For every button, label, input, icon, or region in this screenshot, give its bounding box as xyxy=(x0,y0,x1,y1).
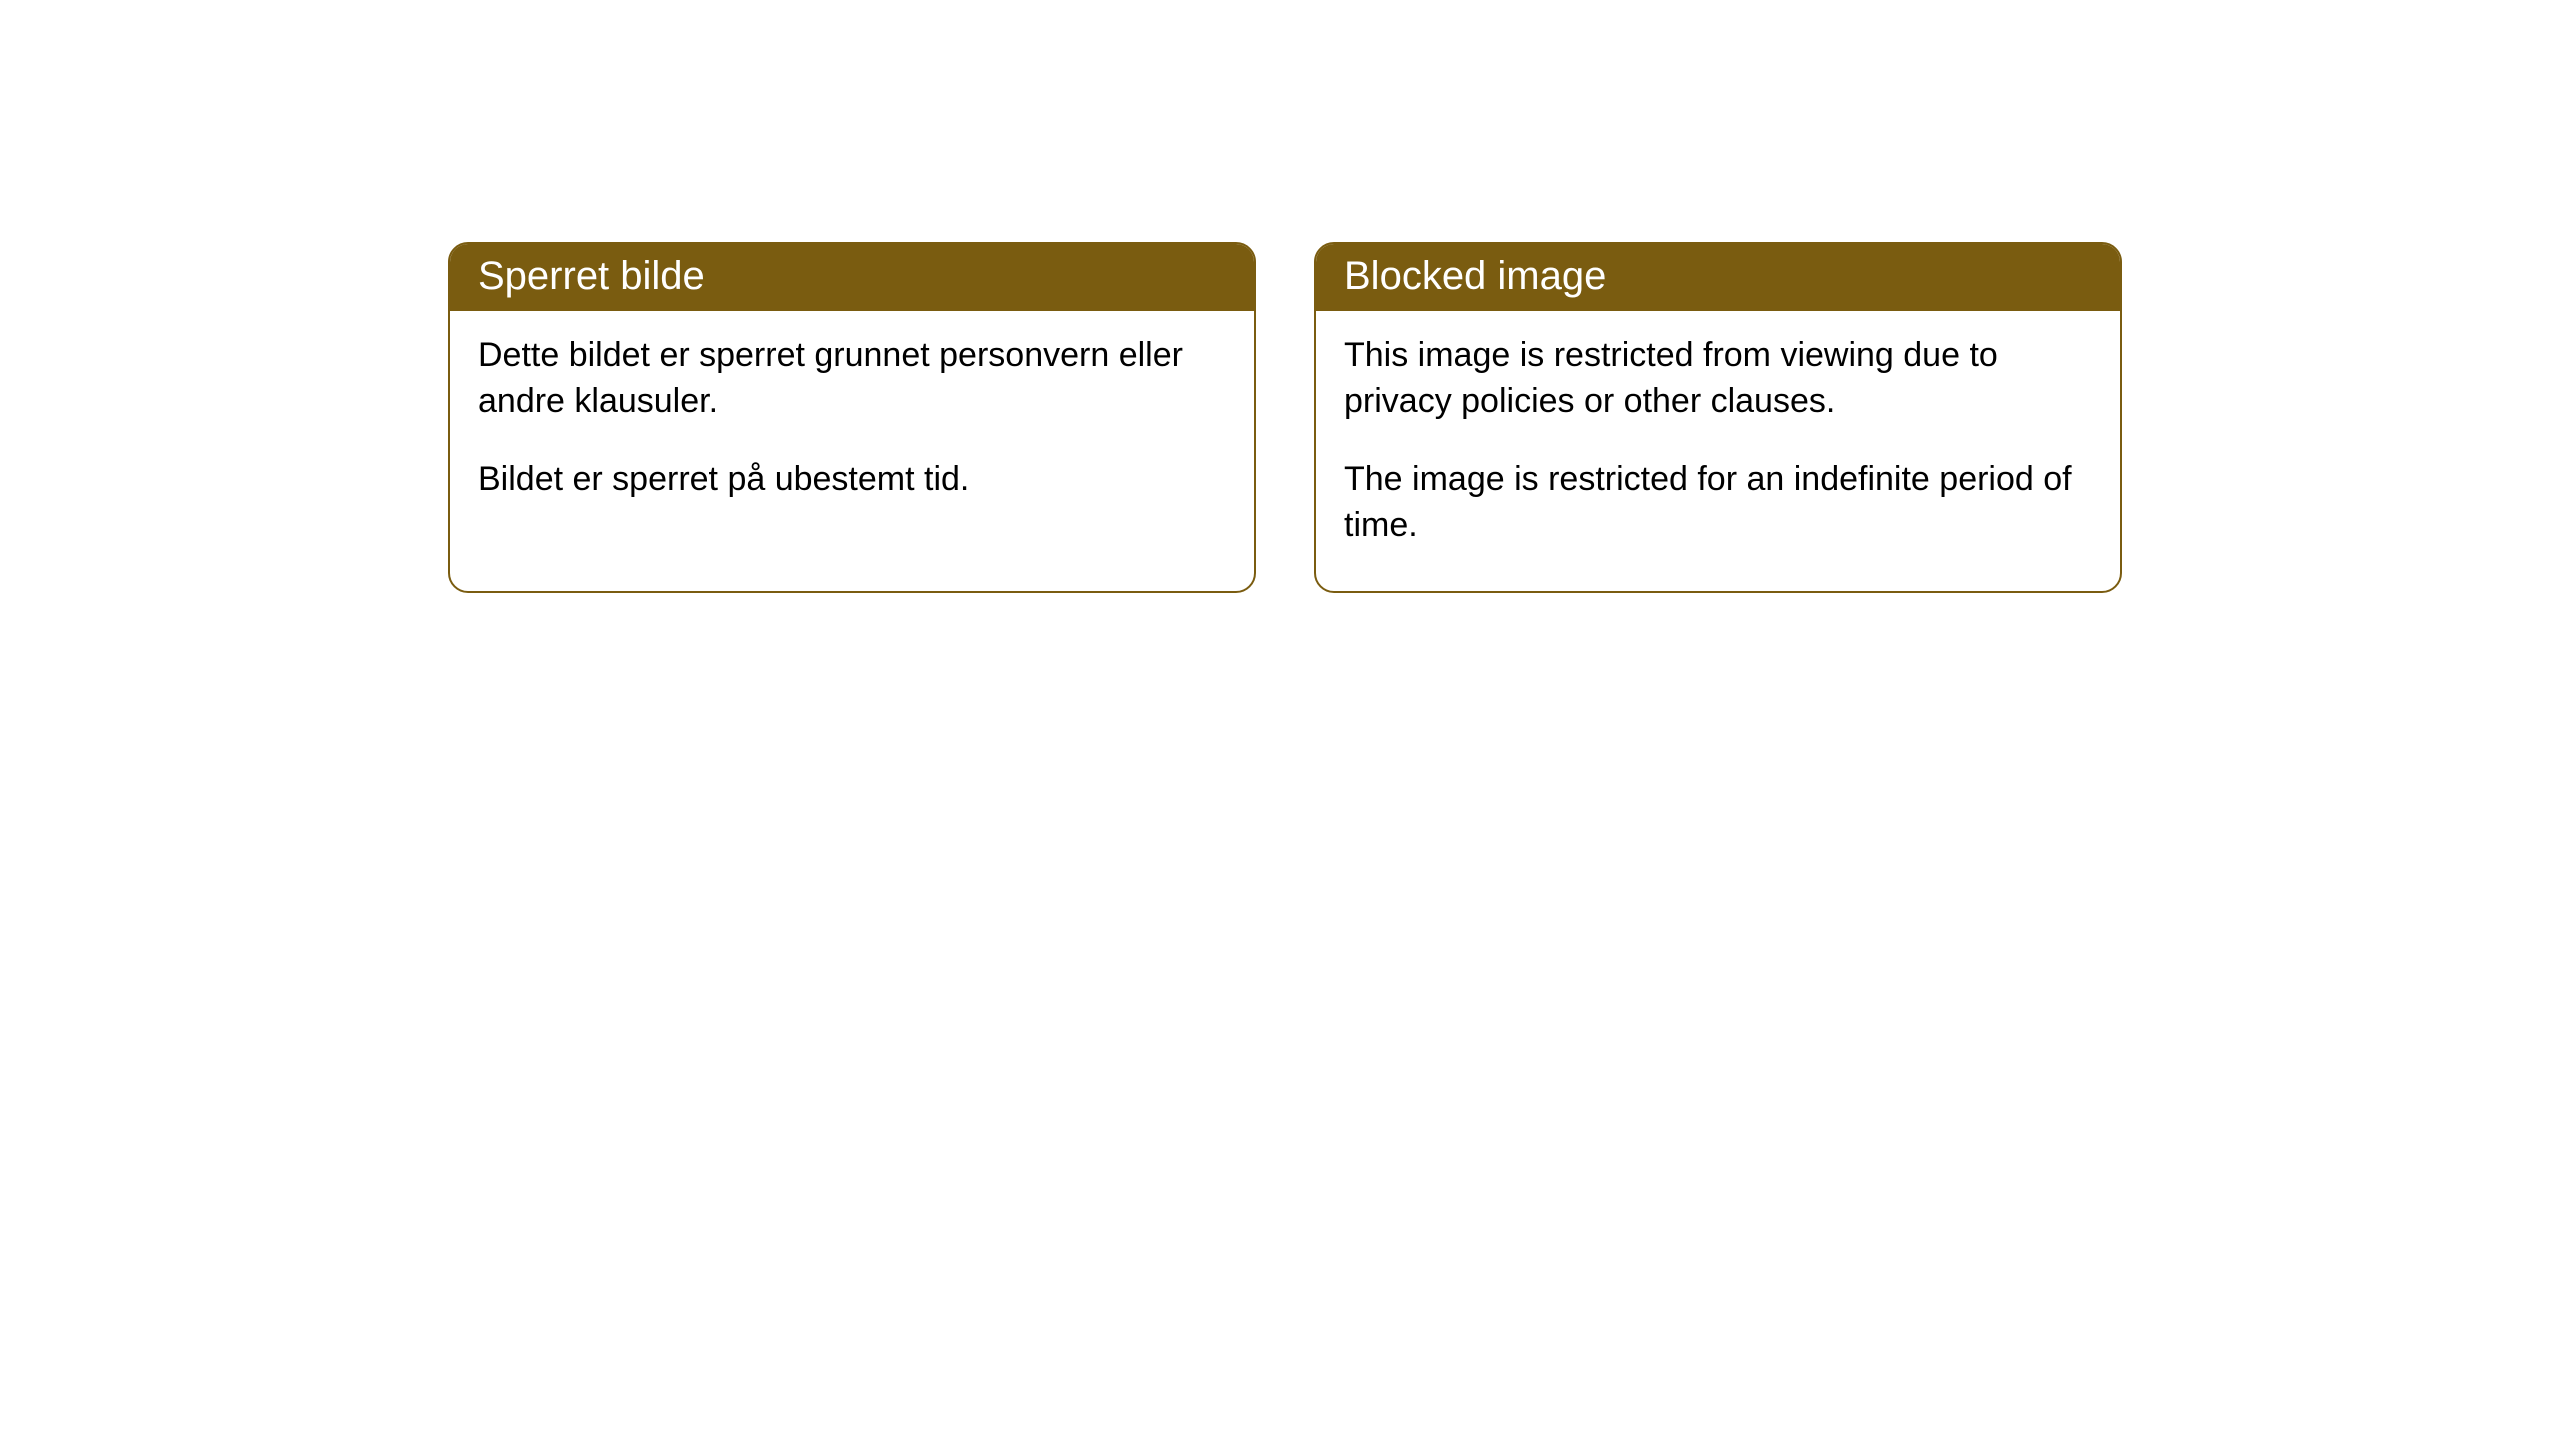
card-paragraph: This image is restricted from viewing du… xyxy=(1344,333,2092,425)
card-body: This image is restricted from viewing du… xyxy=(1316,311,2120,591)
blocked-image-card-norwegian: Sperret bilde Dette bildet er sperret gr… xyxy=(448,242,1256,593)
card-paragraph: Dette bildet er sperret grunnet personve… xyxy=(478,333,1226,425)
card-container: Sperret bilde Dette bildet er sperret gr… xyxy=(0,0,2560,593)
card-body: Dette bildet er sperret grunnet personve… xyxy=(450,311,1254,545)
blocked-image-card-english: Blocked image This image is restricted f… xyxy=(1314,242,2122,593)
card-title: Sperret bilde xyxy=(450,244,1254,311)
card-paragraph: The image is restricted for an indefinit… xyxy=(1344,457,2092,549)
card-title: Blocked image xyxy=(1316,244,2120,311)
card-paragraph: Bildet er sperret på ubestemt tid. xyxy=(478,457,1226,503)
